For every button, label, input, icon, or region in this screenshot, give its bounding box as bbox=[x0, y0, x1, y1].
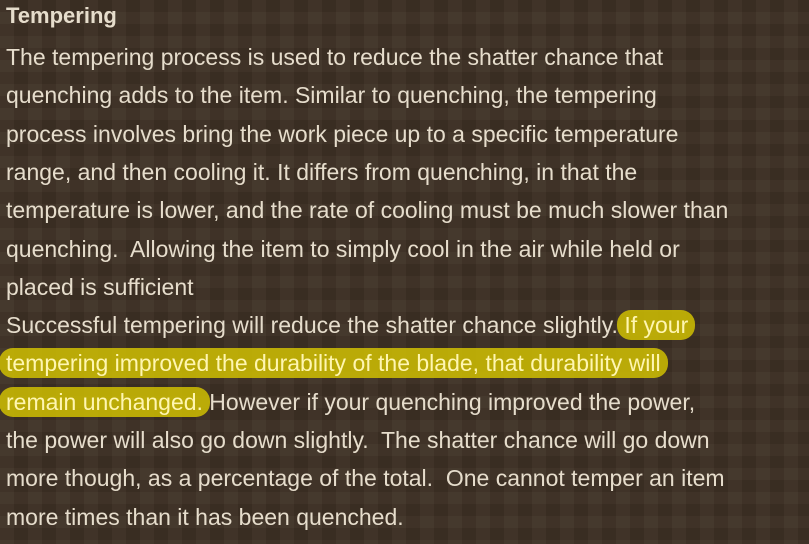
text: range, and then cooling it. It differs f… bbox=[6, 158, 638, 185]
text: Successful tempering will reduce the sha… bbox=[6, 312, 625, 339]
text: more times than it has been quenched. bbox=[6, 503, 404, 530]
text-line: remain unchanged. However if your quench… bbox=[0, 386, 696, 417]
text-line: quenching adds to the item. Similar to q… bbox=[6, 80, 657, 110]
text: the power will also go down slightly. Th… bbox=[6, 427, 710, 453]
text: The tempering process is used to reduce … bbox=[6, 44, 664, 70]
text-line: Successful tempering will reduce the sha… bbox=[6, 310, 696, 341]
text: process involves bring the work piece up… bbox=[6, 120, 679, 147]
highlighted-text: If your bbox=[617, 310, 696, 341]
text: quenching. Allowing the item to simply c… bbox=[6, 235, 680, 262]
highlighted-text: remain unchanged. bbox=[0, 386, 210, 417]
highlighted-text: tempering improved the durability of the… bbox=[0, 348, 668, 379]
text-line: tempering improved the durability of the… bbox=[0, 348, 668, 379]
text: more though, as a percentage of the tota… bbox=[6, 465, 725, 492]
text: temperature is lower, and the rate of co… bbox=[6, 197, 729, 224]
text: quenching adds to the item. Similar to q… bbox=[6, 82, 657, 109]
text-line: range, and then cooling it. It differs f… bbox=[6, 157, 637, 187]
heading: Tempering bbox=[6, 3, 117, 28]
text: However if your quenching improved the p… bbox=[202, 388, 696, 415]
text-line: The tempering process is used to reduce … bbox=[6, 42, 663, 72]
text-line: more times than it has been quenched. bbox=[6, 502, 404, 532]
text-line: quenching. Allowing the item to simply c… bbox=[6, 234, 680, 264]
text: placed is sufficient bbox=[6, 273, 194, 300]
text-line: placed is sufficient bbox=[6, 272, 194, 302]
text-line: more though, as a percentage of the tota… bbox=[6, 463, 725, 493]
text-line: the power will also go down slightly. Th… bbox=[6, 425, 710, 455]
text-line: temperature is lower, and the rate of co… bbox=[6, 195, 728, 225]
text-line: process involves bring the work piece up… bbox=[6, 119, 678, 149]
